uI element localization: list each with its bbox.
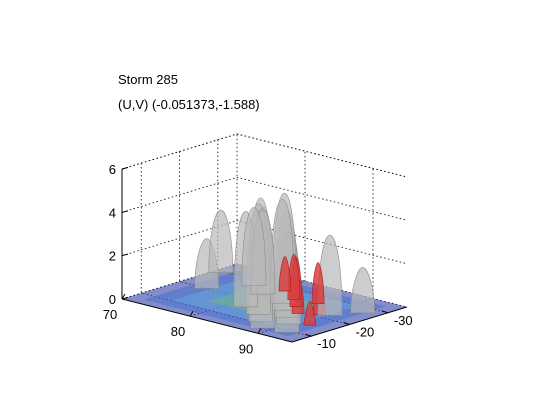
x-tick-label: 90 [239, 341, 253, 356]
y-tick-mark [343, 322, 350, 325]
tick-labels: 0 2 4 6 70 80 90 -10 -20 -30 [103, 162, 413, 356]
chart-subtitle: (U,V) (-0.051373,-1.588) [118, 97, 260, 112]
y-tick-label: -30 [394, 313, 413, 328]
x-tick-label: 70 [103, 307, 117, 322]
z-grid-line [121, 176, 408, 221]
x-axis-line [121, 298, 293, 343]
y-tick-mark [305, 333, 312, 337]
red-surface-peak [311, 262, 325, 305]
y-tick-mark [381, 310, 388, 314]
z-tick-mark [121, 297, 129, 300]
gray-surface-peak [208, 209, 234, 274]
z-grid-line [121, 220, 408, 265]
red-surface-peak [278, 256, 292, 292]
gray-surface-peak [350, 267, 376, 314]
z-tick-label: 0 [109, 292, 116, 307]
z-tick-label: 4 [109, 205, 116, 220]
y-tick-label: -20 [356, 325, 375, 340]
z-tick-mark [121, 210, 129, 213]
top-grid-edge [121, 133, 408, 178]
x-tick-mark [189, 310, 194, 317]
gray-surface-peak [241, 207, 267, 286]
z-tick-label: 6 [109, 162, 116, 177]
red-surface-peak [303, 301, 317, 326]
x-tick-mark [121, 293, 126, 300]
z-grid-line [121, 133, 408, 178]
z-tick-mark [121, 253, 129, 257]
x-tick-mark [257, 328, 262, 334]
chart-title: Storm 285 [118, 72, 178, 87]
z-tick-mark [121, 167, 129, 170]
x-tick-label: 80 [171, 324, 185, 339]
y-tick-label: -10 [317, 336, 336, 351]
surface-layers [194, 192, 376, 333]
z-tick-label: 2 [109, 249, 116, 264]
